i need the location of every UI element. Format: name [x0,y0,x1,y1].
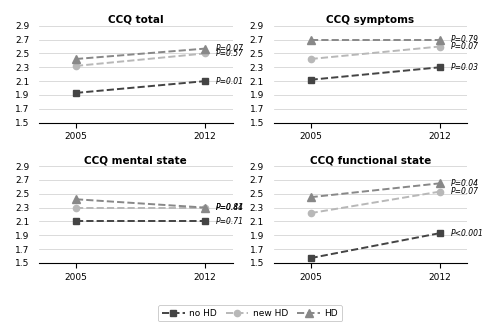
Legend: no HD, new HD, HD: no HD, new HD, HD [158,305,342,321]
Text: P=0.84: P=0.84 [216,203,244,212]
Title: CCQ mental state: CCQ mental state [84,155,187,165]
Text: P<0.001: P<0.001 [450,229,484,238]
Text: P=0.07: P=0.07 [216,44,244,53]
Text: P=0.07: P=0.07 [450,42,478,51]
Text: P=0.04: P=0.04 [450,179,478,188]
Text: P=0.07: P=0.07 [450,187,478,196]
Text: P=0.71: P=0.71 [216,217,244,226]
Title: CCQ symptoms: CCQ symptoms [326,15,414,25]
Text: P=0.79: P=0.79 [450,35,478,44]
Title: CCQ functional state: CCQ functional state [310,155,431,165]
Title: CCQ total: CCQ total [108,15,164,25]
Text: P=0.01: P=0.01 [216,77,244,86]
Text: P=0.03: P=0.03 [450,63,478,72]
Text: P=0.41: P=0.41 [216,203,244,212]
Text: P=0.57: P=0.57 [216,49,244,58]
